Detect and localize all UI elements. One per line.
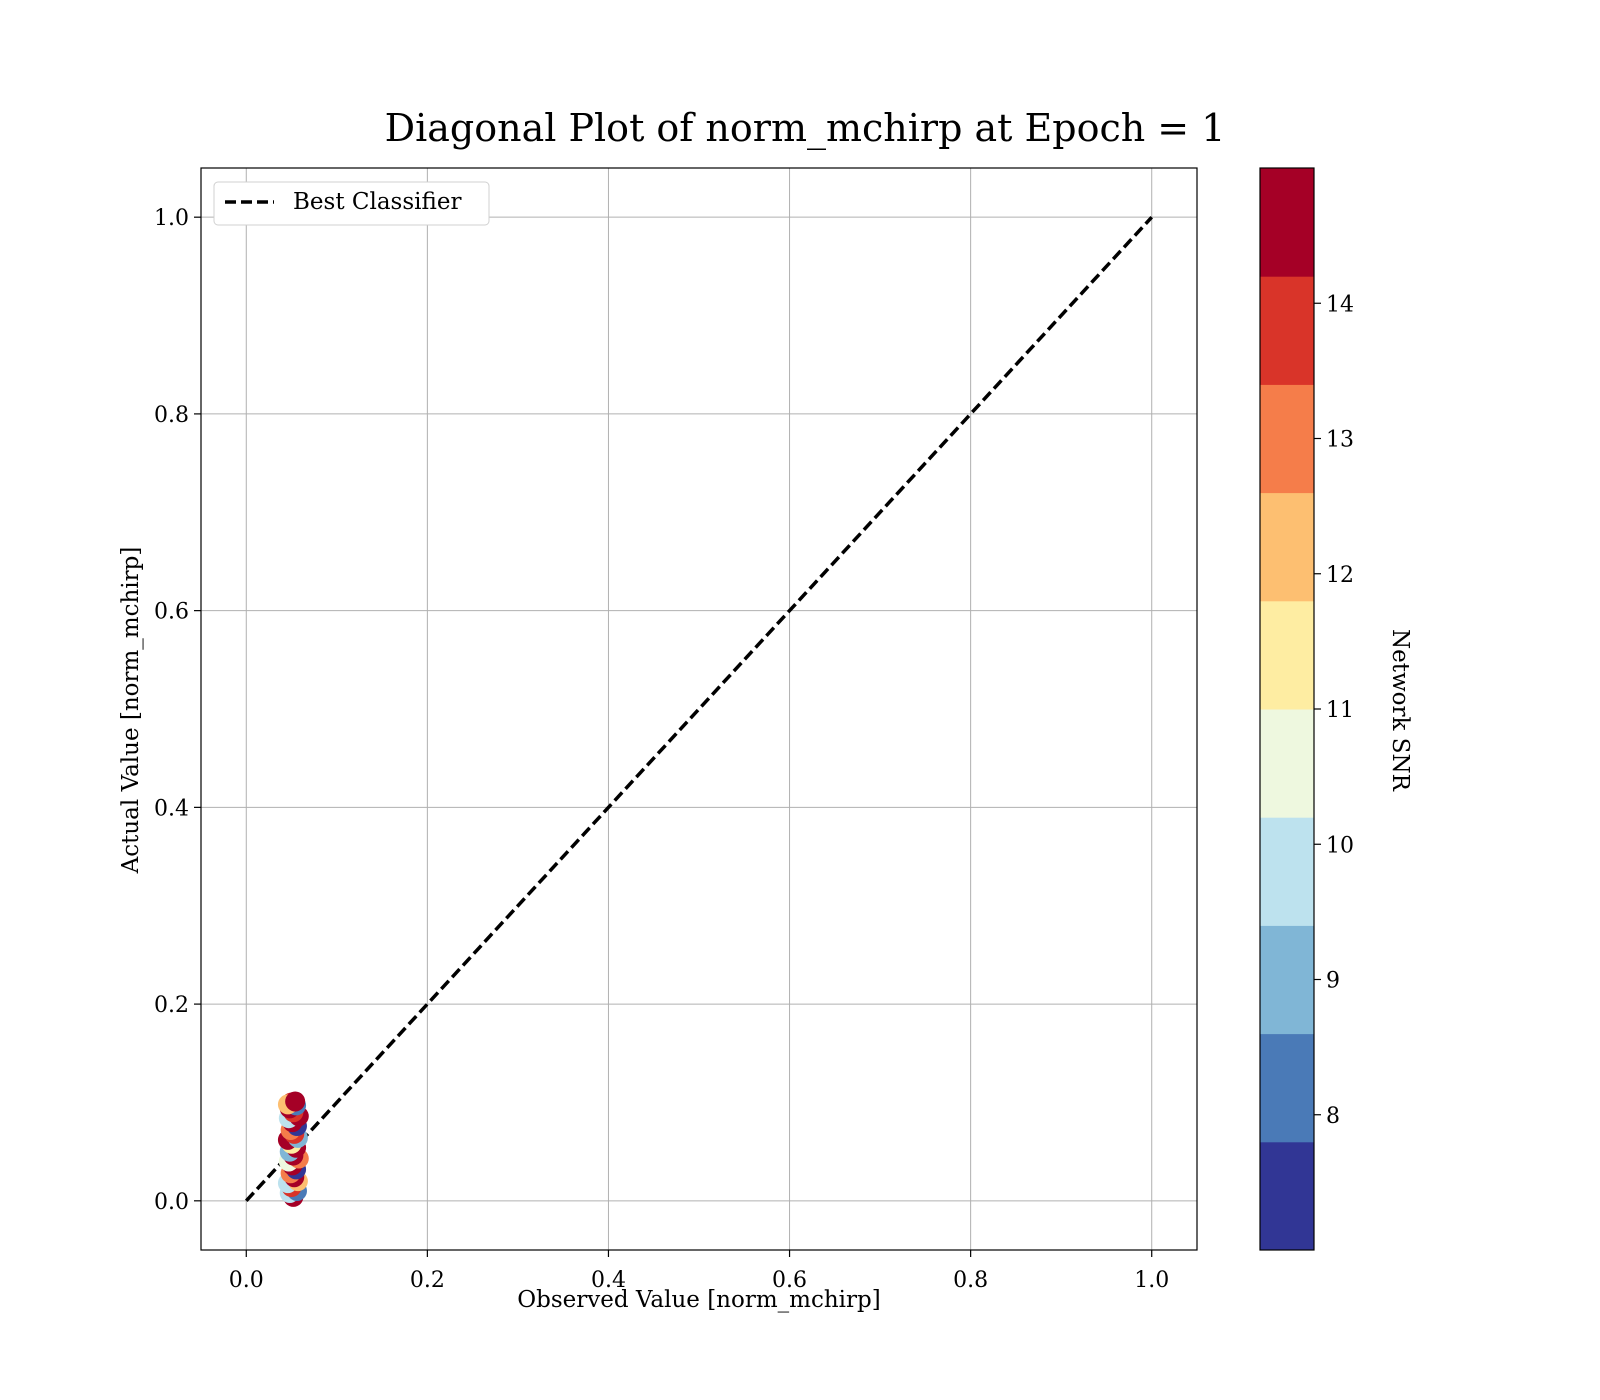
colorbar-band — [1260, 600, 1314, 710]
colorbar — [1260, 168, 1314, 1251]
best-classifier-line — [244, 215, 1154, 1203]
x-axis-ticks: 0.0 0.2 0.4 0.6 0.8 1.0 — [229, 1250, 1169, 1293]
x-tick-label: 0.8 — [953, 1268, 988, 1293]
reference-line-layer — [244, 215, 1154, 1203]
scatter-point — [285, 1091, 306, 1112]
colorbar-band — [1260, 168, 1314, 277]
grid — [201, 168, 1197, 1250]
colorbar-tick-label: 13 — [1326, 428, 1354, 453]
colorbar-tick-label: 9 — [1326, 969, 1340, 994]
colorbar-band — [1260, 709, 1314, 818]
y-tick-label: 0.0 — [154, 1190, 189, 1215]
colorbar-tick-label: 8 — [1326, 1104, 1340, 1129]
colorbar-tick-label: 11 — [1326, 698, 1354, 723]
colorbar-band — [1260, 384, 1314, 494]
y-tick-label: 1.0 — [154, 206, 189, 231]
plot-frame-border — [200, 167, 1198, 1251]
legend-box — [213, 181, 490, 226]
colorbar-ticks: 8 9 10 11 12 13 14 — [1314, 292, 1354, 1129]
x-tick-label: 0.2 — [410, 1268, 445, 1293]
colorbar-band — [1260, 492, 1314, 602]
x-tick-label: 1.0 — [1134, 1268, 1169, 1293]
colorbar-tick-label: 10 — [1326, 833, 1354, 858]
colorbar-band — [1260, 1033, 1314, 1143]
x-tick-label: 0.4 — [591, 1268, 626, 1293]
y-tick-label: 0.8 — [154, 403, 189, 428]
legend: Best Classifier — [213, 181, 490, 226]
y-tick-label: 0.2 — [154, 993, 189, 1018]
y-axis-ticks: 0.0 0.2 0.4 0.6 0.8 1.0 — [154, 206, 201, 1215]
x-tick-label: 0.6 — [772, 1268, 807, 1293]
chart-title: Diagonal Plot of norm_mchirp at Epoch = … — [385, 106, 1226, 151]
colorbar-label: Network SNR — [1387, 629, 1413, 792]
y-tick-label: 0.6 — [154, 600, 189, 625]
scatter-points — [277, 1091, 309, 1207]
colorbar-tick-label: 12 — [1326, 563, 1354, 588]
y-axis-label: Actual Value [norm_mchirp] — [118, 547, 144, 875]
colorbar-band — [1260, 925, 1314, 1035]
x-axis-label: Observed Value [norm_mchirp] — [517, 1287, 880, 1313]
colorbar-band — [1260, 817, 1314, 926]
legend-label-best-classifier: Best Classifier — [293, 189, 461, 215]
y-tick-label: 0.4 — [154, 796, 189, 821]
x-tick-label: 0.0 — [229, 1268, 264, 1293]
colorbar-band — [1260, 1141, 1314, 1251]
colorbar-tick-label: 14 — [1326, 292, 1354, 317]
colorbar-band — [1260, 276, 1314, 385]
